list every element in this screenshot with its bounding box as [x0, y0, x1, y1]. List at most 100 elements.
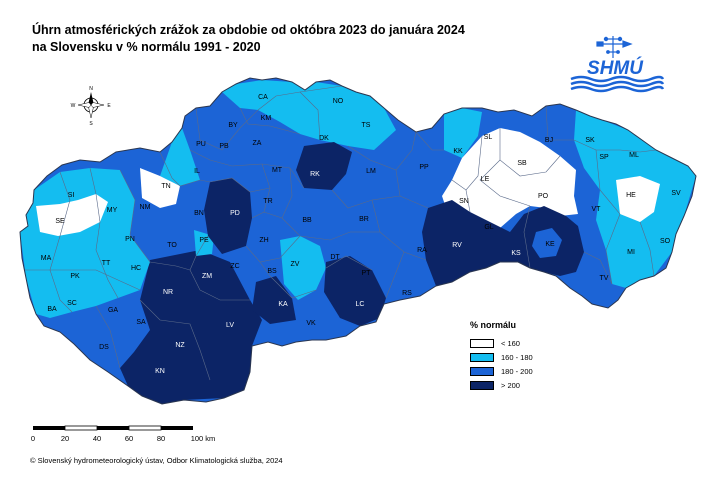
title-line-1: Úhrn atmosférických zrážok za obdobie od… — [32, 23, 465, 37]
label-RV: RV — [452, 242, 462, 249]
label-PN: PN — [125, 236, 135, 243]
legend-item-lt160: < 160 — [470, 336, 533, 350]
legend-swatch — [470, 352, 494, 362]
label-PB: PB — [219, 143, 229, 150]
legend-swatch — [470, 380, 494, 390]
label-RS: RS — [402, 290, 412, 297]
label-SO: SO — [660, 238, 671, 245]
label-PO: PO — [538, 193, 549, 200]
label-MI: MI — [627, 249, 635, 256]
label-SK: SK — [585, 137, 595, 144]
label-PU: PU — [196, 141, 206, 148]
scale-tick-60: 60 — [125, 434, 133, 443]
label-BJ: BJ — [545, 137, 553, 144]
scale-tick-40: 40 — [93, 434, 101, 443]
label-PK: PK — [70, 273, 80, 280]
label-BA: BA — [47, 306, 57, 313]
label-SB: SB — [517, 160, 527, 167]
legend-label: > 200 — [501, 380, 520, 390]
label-VT: VT — [592, 206, 602, 213]
label-KE: KE — [545, 241, 555, 248]
label-GL: GL — [484, 224, 493, 231]
label-VK: VK — [306, 320, 316, 327]
map-title: Úhrn atmosférických zrážok za obdobie od… — [32, 22, 465, 56]
district-labels: CA NO BY KM TS DK PU PB ZA IL MT RK LM P… — [41, 94, 681, 375]
label-PT: PT — [362, 270, 372, 277]
legend-item-160-180: 160 - 180 — [470, 350, 533, 364]
legend-swatch — [470, 366, 494, 376]
compass-rose: N S E W — [71, 86, 112, 127]
label-TV: TV — [600, 275, 609, 282]
label-BR: BR — [359, 216, 369, 223]
label-DK: DK — [319, 135, 329, 142]
scale-tick-0: 0 — [31, 434, 35, 443]
legend-swatch — [470, 338, 494, 348]
scale-tick-80: 80 — [157, 434, 165, 443]
label-MY: MY — [107, 207, 118, 214]
label-TT: TT — [102, 260, 111, 267]
scale-tick-20: 20 — [61, 434, 69, 443]
label-TS: TS — [362, 122, 371, 129]
label-LC: LC — [356, 301, 365, 308]
label-SP: SP — [599, 154, 609, 161]
label-SL: SL — [484, 134, 493, 141]
compass-n: N — [89, 86, 93, 92]
legend: % normálu < 160 160 - 180 180 - 200 > 20… — [470, 320, 533, 392]
label-CA: CA — [258, 94, 268, 101]
label-TO: TO — [167, 242, 177, 249]
legend-item-gt200: > 200 — [470, 378, 533, 392]
label-BS: BS — [267, 268, 277, 275]
scale-bar: 0 20 40 60 80 100 km — [31, 425, 216, 443]
label-KM: KM — [261, 115, 272, 122]
label-ML: ML — [629, 152, 639, 159]
label-DS: DS — [99, 344, 109, 351]
label-NO: NO — [333, 98, 344, 105]
label-HC: HC — [131, 265, 141, 272]
label-LV: LV — [226, 322, 234, 329]
scale-tick-100: 100 km — [191, 434, 216, 443]
label-SV: SV — [671, 190, 681, 197]
label-ZA: ZA — [253, 140, 262, 147]
label-ZC: ZC — [230, 263, 239, 270]
label-PE: PE — [199, 237, 209, 244]
label-LE: LE — [481, 176, 490, 183]
legend-label: 160 - 180 — [501, 352, 533, 362]
label-SA: SA — [136, 319, 146, 326]
label-KK: KK — [453, 148, 463, 155]
label-MT: MT — [272, 167, 283, 174]
label-KS: KS — [511, 250, 521, 257]
title-line-2: na Slovensku v % normálu 1991 - 2020 — [32, 40, 261, 54]
label-KN: KN — [155, 368, 165, 375]
district-boundaries — [20, 85, 657, 381]
label-ZH: ZH — [259, 237, 268, 244]
label-TN: TN — [161, 183, 170, 190]
label-SI: SI — [68, 192, 75, 199]
label-NM: NM — [140, 204, 151, 211]
label-NZ: NZ — [175, 342, 185, 349]
label-BB: BB — [302, 217, 312, 224]
label-SN: SN — [459, 198, 469, 205]
label-NR: NR — [163, 289, 173, 296]
label-IL: IL — [194, 168, 200, 175]
label-SC: SC — [67, 300, 77, 307]
legend-item-180-200: 180 - 200 — [470, 364, 533, 378]
compass-s: S — [89, 121, 93, 127]
label-RA: RA — [417, 247, 427, 254]
compass-e: E — [107, 103, 111, 109]
logo-text: SHMÚ — [587, 57, 644, 79]
label-PD: PD — [230, 210, 240, 217]
label-SE: SE — [55, 218, 65, 225]
label-ZV: ZV — [291, 261, 300, 268]
label-BN: BN — [194, 210, 204, 217]
legend-label: < 160 — [501, 338, 520, 348]
label-DT: DT — [330, 254, 340, 261]
compass-w: W — [71, 103, 76, 109]
label-TR: TR — [263, 198, 272, 205]
label-HE: HE — [626, 192, 636, 199]
label-BY: BY — [228, 122, 238, 129]
label-MA: MA — [41, 255, 52, 262]
label-LM: LM — [366, 168, 376, 175]
label-RK: RK — [310, 171, 320, 178]
legend-label: 180 - 200 — [501, 366, 533, 376]
